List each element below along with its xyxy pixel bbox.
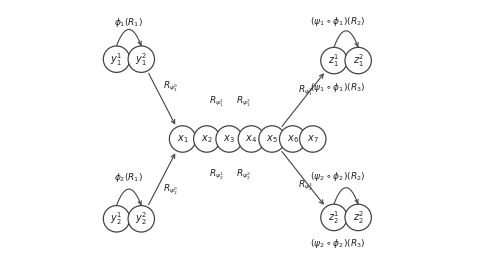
Text: $x_2$: $x_2$: [201, 133, 213, 145]
Circle shape: [194, 126, 220, 152]
Circle shape: [259, 126, 285, 152]
Text: $y_1^1$: $y_1^1$: [110, 51, 122, 68]
Text: $R_{\psi_2^2}$: $R_{\psi_2^2}$: [236, 168, 250, 182]
Text: $z_1^2$: $z_1^2$: [353, 52, 364, 69]
Text: $\phi_2(R_1)$: $\phi_2(R_1)$: [114, 172, 143, 184]
Text: $R_{\psi_2^0}$: $R_{\psi_2^0}$: [163, 183, 178, 197]
Text: $x_6$: $x_6$: [287, 133, 299, 145]
Circle shape: [345, 204, 371, 231]
Text: $x_3$: $x_3$: [223, 133, 235, 145]
Text: $(\psi_1\circ\phi_1)(R_2)$: $(\psi_1\circ\phi_1)(R_2)$: [310, 14, 366, 28]
Text: $(\psi_2\circ\phi_2)(R_3)$: $(\psi_2\circ\phi_2)(R_3)$: [310, 237, 366, 250]
Circle shape: [103, 206, 130, 232]
Text: $z_1^1$: $z_1^1$: [328, 52, 339, 69]
Text: $R_{\psi_2^3}$: $R_{\psi_2^3}$: [298, 179, 313, 193]
Text: $x_1$: $x_1$: [177, 133, 188, 145]
Circle shape: [128, 46, 154, 72]
Text: $(\psi_1\circ\phi_1)(R_3)$: $(\psi_1\circ\phi_1)(R_3)$: [310, 81, 366, 94]
Text: $x_7$: $x_7$: [307, 133, 319, 145]
Text: $x_5$: $x_5$: [266, 133, 278, 145]
Text: $R_{\psi_1^2}$: $R_{\psi_1^2}$: [236, 95, 250, 109]
Circle shape: [216, 126, 242, 152]
Circle shape: [300, 126, 326, 152]
Text: $R_{\psi_1^0}$: $R_{\psi_1^0}$: [163, 80, 178, 94]
Circle shape: [238, 126, 265, 152]
Text: $R_{\psi_1^1}$: $R_{\psi_1^1}$: [209, 95, 225, 109]
Text: $z_2^1$: $z_2^1$: [328, 209, 339, 226]
Circle shape: [321, 204, 347, 231]
Text: $(\psi_2\circ\phi_2)(R_2)$: $(\psi_2\circ\phi_2)(R_2)$: [310, 170, 366, 183]
Circle shape: [321, 47, 347, 74]
Circle shape: [103, 46, 130, 72]
Text: $y_2^1$: $y_2^1$: [110, 210, 122, 227]
Circle shape: [128, 206, 154, 232]
Text: $y_1^2$: $y_1^2$: [135, 51, 147, 68]
Circle shape: [280, 126, 306, 152]
Text: $z_2^2$: $z_2^2$: [353, 209, 364, 226]
Text: $y_2^2$: $y_2^2$: [135, 210, 147, 227]
Circle shape: [345, 47, 371, 74]
Text: $x_4$: $x_4$: [245, 133, 257, 145]
Text: $R_{\psi_2^1}$: $R_{\psi_2^1}$: [209, 168, 225, 182]
Text: $\phi_1(R_1)$: $\phi_1(R_1)$: [114, 16, 143, 29]
Text: $R_{\psi_1^3}$: $R_{\psi_1^3}$: [298, 84, 313, 98]
Circle shape: [169, 126, 196, 152]
